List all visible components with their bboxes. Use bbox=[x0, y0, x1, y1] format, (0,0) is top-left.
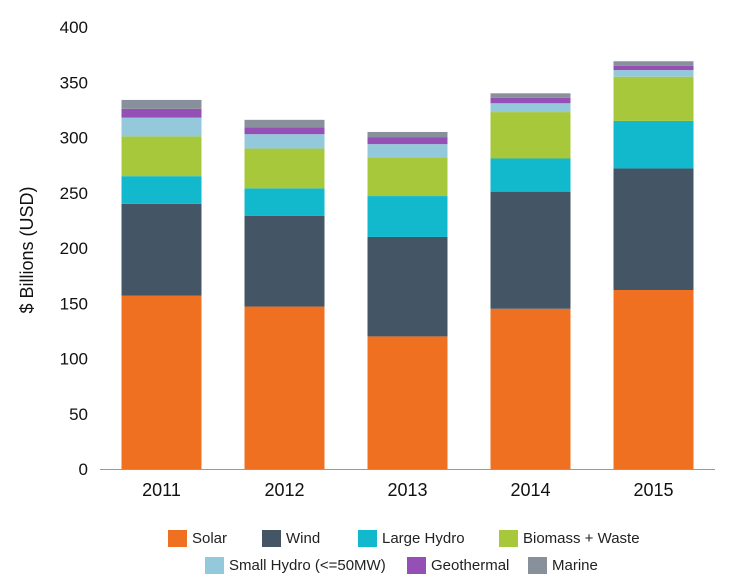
y-tick-label: 50 bbox=[69, 405, 88, 424]
bar-segment-marine-2015 bbox=[613, 61, 694, 66]
bar-segment-solar-2011 bbox=[121, 295, 202, 469]
bar-segment-wind-2014 bbox=[490, 191, 571, 309]
y-tick-label: 150 bbox=[60, 294, 88, 313]
legend-swatch bbox=[205, 557, 224, 574]
bar-segment-wind-2011 bbox=[121, 203, 202, 296]
legend-label: Wind bbox=[286, 530, 320, 547]
y-axis-title: $ Billions (USD) bbox=[17, 186, 37, 313]
y-tick-label: 300 bbox=[60, 129, 88, 148]
bar-segment-large-hydro-2012 bbox=[244, 188, 325, 216]
bar-segment-solar-2013 bbox=[367, 336, 448, 469]
bar-segment-geothermal-2012 bbox=[244, 127, 325, 135]
x-tick-label: 2015 bbox=[633, 480, 673, 500]
bar-segment-solar-2014 bbox=[490, 308, 571, 469]
x-tick-label: 2011 bbox=[142, 480, 181, 500]
bar-segment-small-hydro-50mw-2012 bbox=[244, 134, 325, 149]
legend-swatch bbox=[262, 530, 281, 547]
bar-segment-marine-2011 bbox=[121, 99, 202, 109]
y-axis-ticks: 0 50 100 150 200 250 300 350 400 bbox=[60, 18, 88, 479]
bar-segment-geothermal-2011 bbox=[121, 108, 202, 118]
bar-segment-biomass-waste-2014 bbox=[490, 112, 571, 159]
bar-segment-large-hydro-2013 bbox=[367, 196, 448, 237]
bar-segment-biomass-waste-2011 bbox=[121, 136, 202, 177]
x-axis-ticks: 2011 2012 2013 2014 2015 bbox=[142, 480, 673, 500]
bar-segment-wind-2013 bbox=[367, 236, 448, 337]
legend-swatch bbox=[528, 557, 547, 574]
legend-item-biomass-waste: Biomass + Waste bbox=[499, 530, 640, 547]
legend-item-wind: Wind bbox=[262, 530, 320, 547]
bar-segment-small-hydro-50mw-2014 bbox=[490, 103, 571, 113]
y-tick-label: 250 bbox=[60, 184, 88, 203]
legend-item-large-hydro: Large Hydro bbox=[358, 530, 465, 547]
bar-segment-solar-2015 bbox=[613, 289, 694, 469]
legend-label: Large Hydro bbox=[382, 530, 465, 547]
bar-segment-small-hydro-50mw-2013 bbox=[367, 144, 448, 158]
legend-item-geothermal: Geothermal bbox=[407, 557, 509, 574]
y-tick-label: 350 bbox=[60, 73, 88, 92]
bar-segment-marine-2012 bbox=[244, 119, 325, 128]
legend-swatch bbox=[168, 530, 187, 547]
x-tick-label: 2014 bbox=[510, 480, 550, 500]
bar-segment-marine-2014 bbox=[490, 93, 571, 98]
bar-segment-wind-2012 bbox=[244, 215, 325, 307]
bar-segment-geothermal-2013 bbox=[367, 137, 448, 145]
x-tick-label: 2012 bbox=[264, 480, 304, 500]
bar-segment-small-hydro-50mw-2011 bbox=[121, 117, 202, 137]
bar-segment-small-hydro-50mw-2015 bbox=[613, 70, 694, 77]
legend-item-solar: Solar bbox=[168, 530, 227, 547]
bar-segment-large-hydro-2014 bbox=[490, 158, 571, 192]
legend-label: Marine bbox=[552, 557, 598, 574]
y-tick-label: 400 bbox=[60, 18, 88, 37]
x-tick-label: 2013 bbox=[387, 480, 427, 500]
bar-segment-geothermal-2014 bbox=[490, 97, 571, 104]
legend-item-marine: Marine bbox=[528, 557, 598, 574]
legend-label: Biomass + Waste bbox=[523, 530, 640, 547]
legend-swatch bbox=[407, 557, 426, 574]
legend-label: Geothermal bbox=[431, 557, 509, 574]
legend-item-small-hydro-50mw: Small Hydro (<=50MW) bbox=[205, 557, 386, 574]
bar-segment-wind-2015 bbox=[613, 168, 694, 290]
legend-label: Solar bbox=[192, 530, 227, 547]
bar-segment-large-hydro-2011 bbox=[121, 176, 202, 204]
bar-segment-large-hydro-2015 bbox=[613, 120, 694, 169]
bar-segment-biomass-waste-2012 bbox=[244, 148, 325, 189]
y-tick-label: 200 bbox=[60, 239, 88, 258]
bar-segment-marine-2013 bbox=[367, 131, 448, 138]
legend-label: Small Hydro (<=50MW) bbox=[229, 557, 386, 574]
legend-swatch bbox=[499, 530, 518, 547]
legend: Solar Wind Large Hydro Biomass + Waste Small… bbox=[168, 530, 640, 574]
y-tick-label: 100 bbox=[60, 350, 88, 369]
y-tick-label: 0 bbox=[79, 460, 88, 479]
bar-segment-biomass-waste-2013 bbox=[367, 157, 448, 197]
bar-segment-geothermal-2015 bbox=[613, 65, 694, 71]
bar-segment-biomass-waste-2015 bbox=[613, 76, 694, 121]
legend-swatch bbox=[358, 530, 377, 547]
bar-segment-solar-2012 bbox=[244, 306, 325, 469]
bars bbox=[121, 61, 694, 469]
